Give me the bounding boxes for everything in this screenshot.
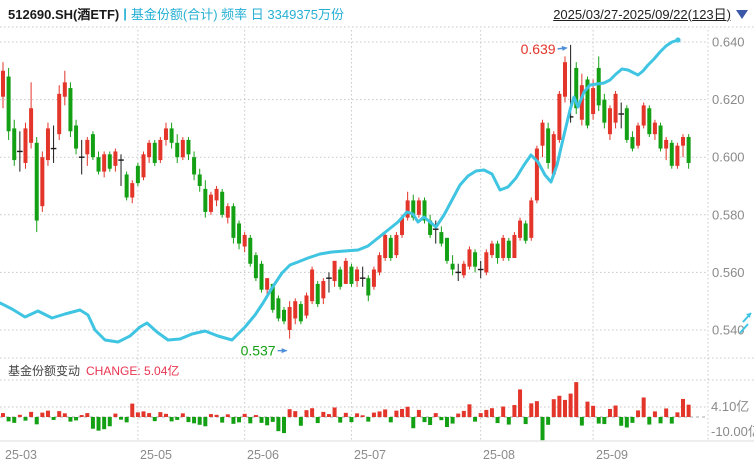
svg-text:0.620: 0.620 [712, 92, 745, 107]
svg-text:4.10亿: 4.10亿 [711, 399, 749, 414]
svg-text:0.600: 0.600 [712, 150, 745, 165]
svg-text:25-07: 25-07 [354, 448, 386, 462]
x-axis-labels: 25-03 25-05 25-06 25-07 25-08 25-09 [5, 448, 628, 462]
candles-layer[interactable] [1, 44, 691, 339]
share-change-bars-layer[interactable] [0, 382, 708, 441]
svg-text:25-08: 25-08 [483, 448, 515, 462]
title-separator: | [123, 5, 127, 21]
svg-text:25-06: 25-06 [247, 448, 279, 462]
price-axis-labels: 0.640 0.620 0.600 0.580 0.560 0.540 [712, 35, 745, 338]
low-annotation: 0.537 [241, 343, 276, 359]
share-change-axis-labels: 4.10亿 -10.00亿 [711, 399, 754, 439]
svg-text:0.540: 0.540 [712, 323, 745, 338]
share-change-panel-header: 基金份额变动 CHANGE: 5.04亿 [0, 361, 754, 379]
svg-text:25-09: 25-09 [596, 448, 628, 462]
share-line-layer [0, 37, 752, 344]
svg-text:0.580: 0.580 [712, 207, 745, 222]
svg-text:25-05: 25-05 [140, 448, 172, 462]
series-label: 基金份额(合计) 频率 日 3349375万份 [130, 6, 345, 22]
symbol-title: 512690.SH(酒ETF) [8, 6, 120, 22]
high-annotation: 0.639 [521, 41, 556, 57]
share-change-title: 基金份额变动 [8, 363, 81, 378]
chart-header: 512690.SH(酒ETF) | 基金份额(合计) 频率 日 3349375万… [0, 0, 754, 26]
svg-text:-10.00亿: -10.00亿 [711, 424, 754, 439]
share-change-value: CHANGE: 5.04亿 [86, 363, 180, 378]
triangle-down-icon[interactable] [736, 9, 748, 19]
svg-text:0.640: 0.640 [712, 35, 745, 50]
date-range-control[interactable]: 2025/03/27-2025/09/22(123日) [553, 6, 731, 22]
svg-text:0.560: 0.560 [712, 265, 745, 280]
svg-text:25-03: 25-03 [5, 448, 37, 462]
annotations-layer: 0.639 0.537 [241, 41, 568, 359]
